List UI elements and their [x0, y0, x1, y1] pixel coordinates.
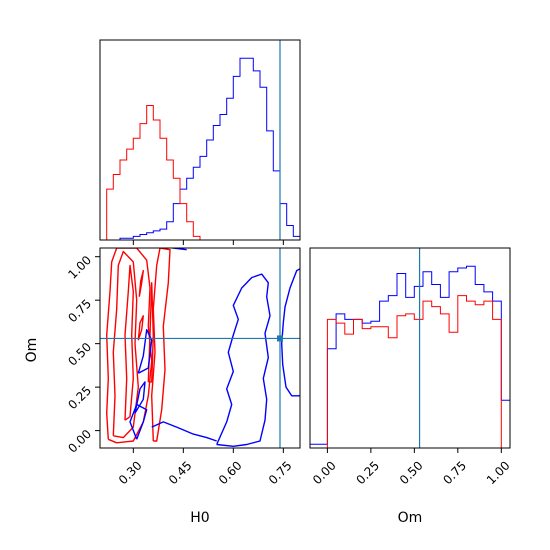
contour-0-3 [151, 248, 171, 442]
om-hist-series-0 [310, 265, 510, 448]
om-x-tick-label-4: 1.00 [484, 458, 513, 487]
h0-hist-frame [99, 39, 301, 241]
x-axis-label-h0: H0 [190, 510, 209, 526]
h0-hist-series-0 [100, 57, 300, 240]
om-x-tick-label-1: 0.25 [353, 458, 382, 487]
om-y-tick-label-1: 0.25 [65, 383, 94, 412]
om-x-tick-label-0: 0.00 [310, 458, 339, 487]
h0-om-contour-panel: 0.30 0.45 0.60 0.75 0.00 0.25 0.50 0.75 1.00 [65, 247, 301, 487]
h0-hist-series-1 [100, 105, 300, 240]
om-y-tick-label-2: 0.50 [65, 340, 94, 369]
y-axis-label-om: Om [24, 338, 40, 363]
contour-0-2 [124, 264, 134, 421]
om-histogram-panel: 0.00 0.25 0.50 0.75 1.00 [309, 247, 513, 487]
contour-1-6 [167, 248, 187, 251]
contour-frame [99, 247, 301, 449]
om-x-tick-label-2: 0.50 [397, 458, 426, 487]
om-x-tick-label-3: 0.75 [440, 458, 469, 487]
contour-1-4 [134, 381, 146, 414]
h0-x-tick-label-3: 0.75 [266, 458, 295, 487]
contour-1-1 [281, 268, 300, 397]
h0-x-tick-label-2: 0.60 [216, 458, 245, 487]
contour-1-0 [216, 273, 271, 447]
om-y-tick-label-3: 0.75 [65, 296, 94, 325]
contour-0-0 [106, 248, 153, 444]
x-axis-label-om: Om [398, 510, 423, 526]
truth-marker [277, 335, 283, 342]
h0-x-tick-label-1: 0.45 [166, 458, 195, 487]
contour-0-5 [137, 315, 144, 341]
om-hist-frame [309, 247, 511, 449]
contour-0-6 [138, 269, 144, 297]
contour-0-4 [147, 282, 154, 383]
h0-histogram-panel [99, 39, 301, 245]
om-y-tick-label-0: 0.00 [65, 427, 94, 456]
contour-1-5 [151, 421, 217, 442]
h0-x-tick-label-0: 0.30 [116, 458, 145, 487]
contour-0-1 [112, 250, 139, 439]
om-hist-series-1 [310, 295, 510, 448]
contour-1-3 [137, 329, 153, 374]
contour-1-2 [129, 403, 148, 440]
om-y-tick-label-4: 1.00 [65, 253, 94, 282]
